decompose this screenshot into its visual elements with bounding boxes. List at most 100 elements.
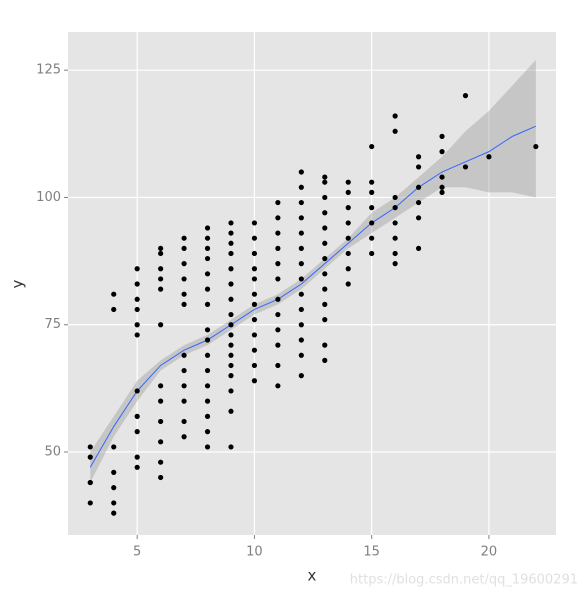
point — [204, 398, 211, 404]
point — [322, 317, 328, 323]
point — [228, 281, 234, 287]
point — [134, 388, 140, 394]
point — [204, 255, 211, 262]
point — [228, 388, 234, 394]
point — [251, 250, 258, 257]
point — [251, 347, 258, 353]
point — [322, 286, 328, 292]
point — [345, 235, 351, 241]
smooth-line — [89, 125, 537, 468]
point — [228, 408, 234, 414]
point — [228, 322, 234, 328]
point — [181, 398, 187, 404]
point — [345, 281, 351, 287]
point — [251, 291, 258, 297]
point — [322, 342, 328, 348]
point — [275, 342, 281, 348]
point — [204, 301, 211, 307]
point — [134, 429, 140, 435]
point — [181, 245, 187, 251]
point — [158, 418, 164, 425]
point — [228, 296, 234, 302]
point — [275, 362, 281, 369]
point — [415, 215, 422, 221]
point — [111, 306, 117, 313]
point — [322, 174, 328, 180]
point — [392, 194, 398, 201]
point — [228, 444, 234, 450]
point — [204, 429, 211, 435]
point — [228, 362, 234, 369]
point — [181, 261, 187, 267]
point — [204, 235, 211, 241]
point — [322, 357, 328, 363]
point — [204, 367, 211, 374]
point — [204, 337, 211, 343]
point — [322, 271, 328, 277]
watermark: https://blog.csdn.net/qq_19600291 — [350, 573, 578, 588]
point — [111, 485, 117, 491]
panel — [68, 32, 556, 535]
point — [228, 311, 234, 318]
point — [158, 474, 164, 481]
point — [322, 255, 328, 262]
point — [134, 454, 140, 460]
point — [275, 276, 281, 282]
point — [228, 373, 234, 379]
point — [415, 184, 422, 190]
point — [158, 459, 164, 465]
point — [298, 215, 304, 221]
y-tick-label: 75 — [44, 317, 61, 332]
point — [275, 245, 281, 251]
point — [158, 383, 164, 389]
point — [251, 332, 258, 338]
point — [251, 235, 258, 241]
point — [415, 199, 422, 206]
point — [87, 500, 93, 506]
point — [251, 301, 258, 307]
point — [298, 230, 304, 236]
point — [111, 500, 117, 506]
point — [134, 332, 140, 338]
points — [87, 93, 539, 516]
y-axis-label: y — [9, 279, 27, 288]
point — [392, 261, 398, 267]
point — [158, 266, 164, 272]
point — [345, 205, 351, 211]
point — [298, 373, 304, 379]
point — [298, 199, 304, 206]
point — [345, 250, 351, 257]
y-tick-label: 50 — [44, 445, 61, 460]
point — [204, 286, 211, 292]
point — [298, 276, 304, 282]
point — [228, 266, 234, 272]
point — [87, 444, 93, 450]
point — [298, 322, 304, 328]
point — [298, 306, 304, 313]
point — [462, 164, 469, 170]
point — [439, 133, 445, 139]
point — [134, 306, 140, 313]
point — [298, 261, 304, 267]
point — [415, 245, 422, 251]
point — [181, 235, 187, 241]
point — [251, 276, 258, 282]
y-tick-label: 125 — [36, 63, 61, 78]
point — [251, 362, 258, 369]
point — [111, 444, 117, 450]
point — [369, 205, 375, 211]
point — [111, 469, 117, 475]
point — [158, 250, 164, 257]
point — [228, 220, 234, 226]
point — [134, 281, 140, 287]
point — [275, 383, 281, 389]
point — [251, 266, 258, 272]
point — [181, 301, 187, 307]
point — [369, 179, 375, 185]
point — [134, 296, 140, 302]
point — [228, 332, 234, 338]
point — [369, 143, 375, 150]
point — [134, 322, 140, 328]
point — [275, 230, 281, 236]
point — [415, 164, 422, 170]
